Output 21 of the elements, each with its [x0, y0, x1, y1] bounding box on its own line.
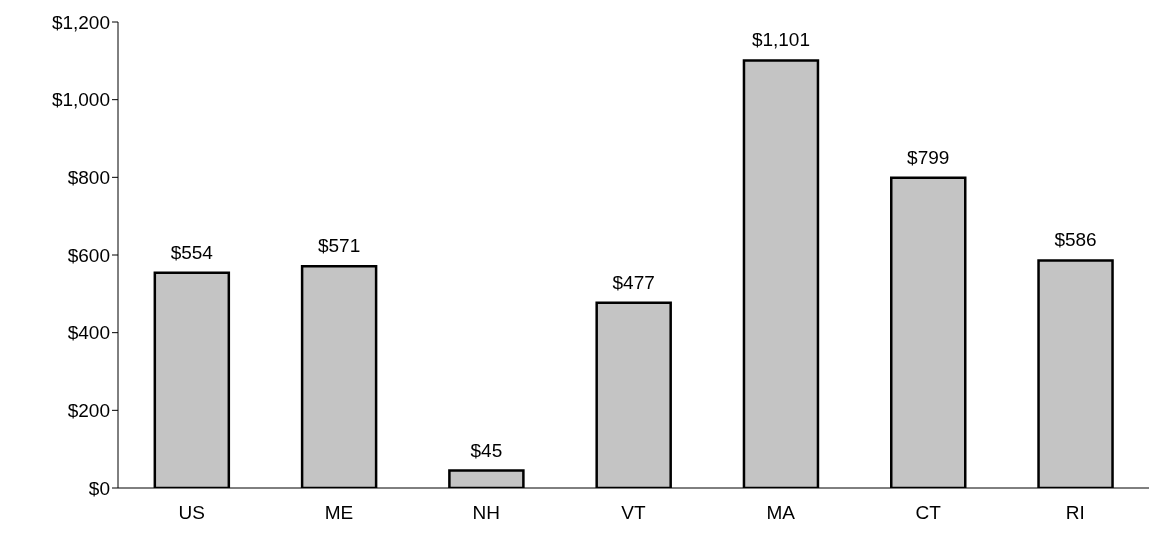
- data-label: $571: [317, 235, 361, 257]
- data-label: $1,101: [751, 29, 811, 51]
- y-tick-label: $800: [67, 167, 110, 189]
- data-label: $799: [907, 146, 950, 168]
- data-label: $477: [612, 271, 655, 293]
- y-tick-label: $1,000: [51, 89, 110, 111]
- data-label: $45: [470, 439, 503, 461]
- data-label: $586: [1054, 229, 1097, 251]
- x-tick-label: VT: [621, 502, 647, 524]
- y-tick-label: $400: [67, 322, 110, 344]
- x-tick-label: US: [178, 502, 205, 524]
- x-tick-label: ME: [324, 502, 354, 524]
- y-tick-label: $600: [67, 244, 110, 266]
- x-tick-label: CT: [915, 502, 942, 524]
- x-tick-label: NH: [472, 502, 500, 524]
- data-label: $554: [170, 241, 214, 263]
- x-tick-label: RI: [1065, 502, 1085, 524]
- x-tick-label: MA: [766, 502, 796, 524]
- y-tick-label: $200: [67, 400, 110, 422]
- y-tick-label: $0: [88, 477, 110, 499]
- y-tick-label: $1,200: [51, 11, 110, 33]
